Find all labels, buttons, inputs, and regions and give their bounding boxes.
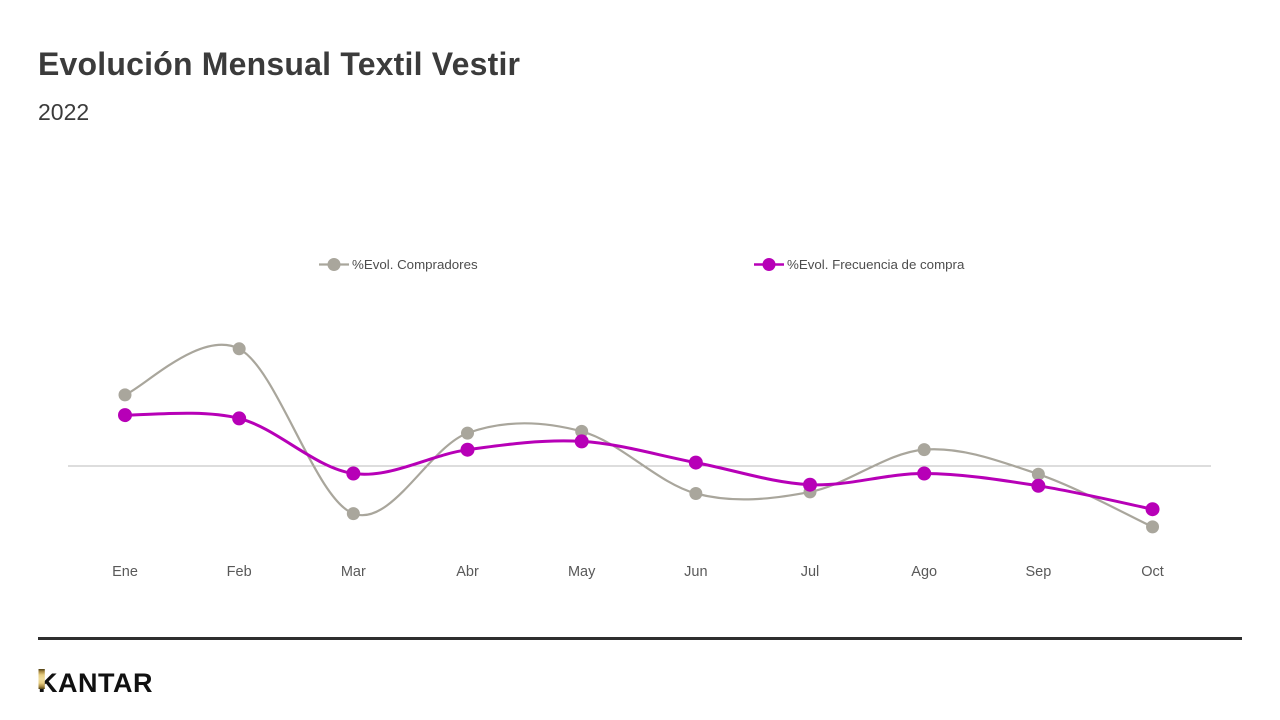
svg-text:Sep: Sep bbox=[1025, 564, 1051, 580]
svg-text:%Evol. Frecuencia de compra: %Evol. Frecuencia de compra bbox=[787, 257, 965, 272]
svg-text:KANTAR: KANTAR bbox=[38, 668, 153, 698]
svg-text:Jul: Jul bbox=[801, 564, 820, 580]
svg-text:Ago: Ago bbox=[911, 564, 937, 580]
svg-text:%Evol. Compradores: %Evol. Compradores bbox=[352, 257, 478, 272]
svg-text:Oct: Oct bbox=[1141, 564, 1164, 580]
svg-text:May: May bbox=[568, 564, 596, 580]
svg-text:Mar: Mar bbox=[341, 564, 366, 580]
svg-text:Abr: Abr bbox=[456, 564, 479, 580]
svg-text:Ene: Ene bbox=[112, 564, 138, 580]
svg-text:Feb: Feb bbox=[227, 564, 252, 580]
svg-text:Jun: Jun bbox=[684, 564, 707, 580]
